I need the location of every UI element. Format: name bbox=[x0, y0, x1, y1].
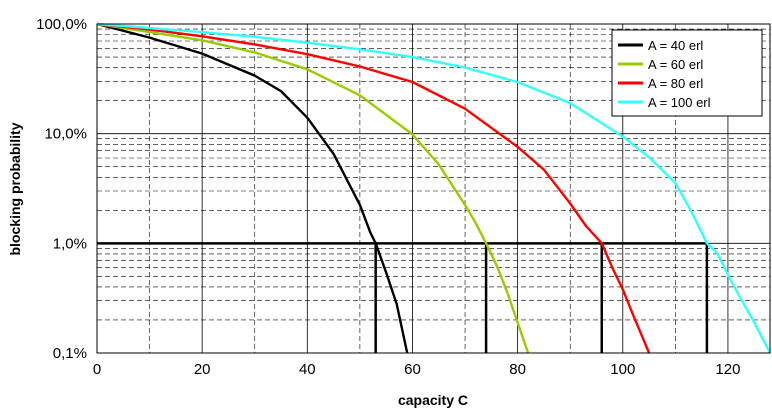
legend: A = 40 erl A = 60 erl A = 80 erl A = 100 er… bbox=[611, 29, 763, 117]
x-tick-labels: 0 20 40 60 80 100 120 bbox=[93, 361, 741, 378]
series-lines bbox=[96, 22, 772, 354]
y-tick-label: 0,1% bbox=[53, 345, 87, 362]
series-line bbox=[96, 22, 409, 354]
x-tick-label: 100 bbox=[610, 361, 635, 378]
y-tick-labels: 0,1% 1,0% 10,0% 100,0% bbox=[36, 16, 87, 362]
y-tick-label: 10,0% bbox=[44, 126, 87, 143]
x-tick-label: 80 bbox=[509, 361, 526, 378]
legend-label: A = 80 erl bbox=[648, 76, 703, 91]
legend-label: A = 60 erl bbox=[648, 57, 703, 72]
legend-label: A = 100 erl bbox=[648, 95, 711, 110]
x-tick-label: 40 bbox=[299, 361, 316, 378]
x-axis-title: capacity C bbox=[398, 392, 468, 408]
y-tick-label: 100,0% bbox=[36, 16, 87, 33]
legend-label: A = 40 erl bbox=[648, 38, 703, 53]
x-tick-label: 20 bbox=[194, 361, 211, 378]
x-tick-label: 0 bbox=[93, 361, 101, 378]
y-axis-title: blocking probability bbox=[7, 122, 23, 255]
y-tick-label: 1,0% bbox=[53, 235, 87, 252]
series-line bbox=[96, 22, 530, 354]
x-tick-label: 120 bbox=[715, 361, 740, 378]
series-line bbox=[96, 22, 651, 354]
reference-lines bbox=[97, 242, 709, 353]
x-tick-label: 60 bbox=[404, 361, 421, 378]
series-line bbox=[96, 22, 772, 354]
plot-border bbox=[96, 23, 771, 354]
